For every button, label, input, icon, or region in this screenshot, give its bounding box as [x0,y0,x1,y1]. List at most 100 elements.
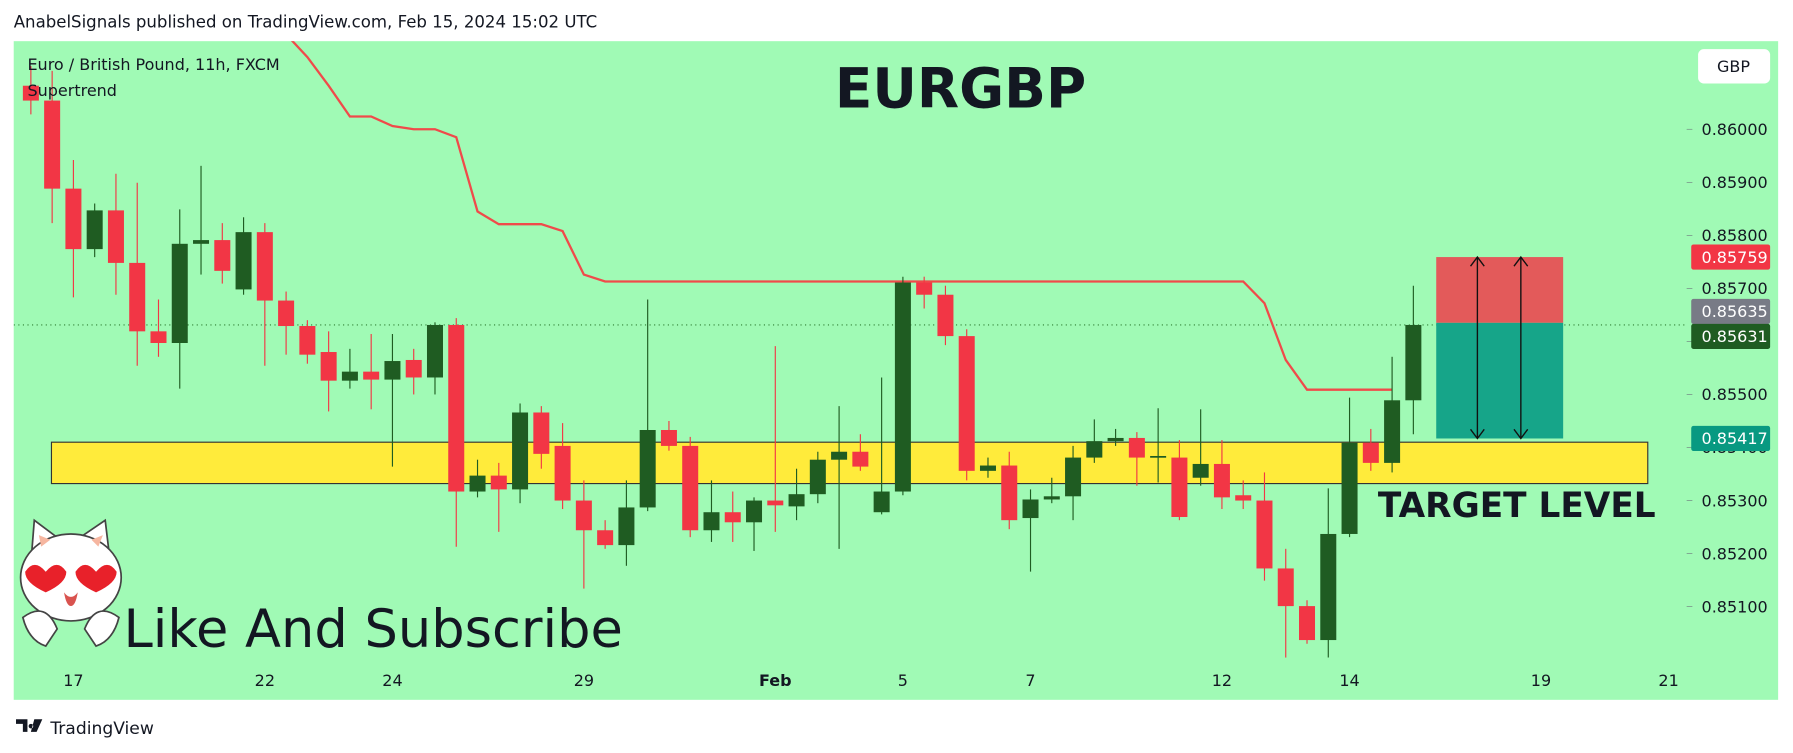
cat-sticker [19,518,123,648]
candle-body [1001,465,1018,521]
candle-body [448,324,465,492]
y-tick-label: 0.85500 [1702,385,1768,404]
candle-body [575,500,592,531]
y-tick-label: 0.85900 [1702,173,1768,192]
y-tick-label: 0.85300 [1702,491,1768,510]
price-badge [1691,244,1771,270]
arrow-head [1513,428,1529,440]
price-badge [1691,323,1771,349]
candle-body [1171,457,1188,517]
candle-body [1384,400,1401,463]
candle-body [235,232,252,290]
candle-body [44,100,61,189]
x-tick-label: 21 [1658,671,1678,690]
x-tick-label: Feb [759,671,792,690]
price-badge-label: 0.85635 [1702,302,1768,321]
candle-body [193,240,210,244]
arrow-head [1469,255,1485,267]
price-badge-label: 0.85417 [1702,429,1768,448]
candle-body [405,359,422,378]
candle-body [1256,500,1273,569]
candle-body [512,412,529,490]
candle-body [299,326,316,355]
candle-body [1213,463,1230,498]
candle-body [129,262,146,332]
price-badge-label: 0.85631 [1702,327,1768,346]
candle-body [363,371,380,380]
candle-body [724,512,741,523]
candle-body [1043,496,1060,500]
candle-body [1277,568,1294,607]
candle-body [746,500,763,523]
footer-brand: TradingView [49,719,154,739]
candle-body [916,282,933,295]
target-annotation: TARGET LEVEL [1378,486,1656,526]
candle-body [682,445,699,531]
candle-body [320,352,337,381]
candle-body [341,371,358,381]
arrow-head [1469,428,1485,440]
candle-body [788,494,805,507]
supertrend-line [290,41,1393,391]
cta-annotation: Like And Subscribe [123,599,622,660]
plot-layer [13,41,1687,658]
y-tick-label: 0.85100 [1702,597,1768,616]
x-tick-label: 29 [574,671,594,690]
candle-body [469,475,486,492]
candle-body [958,336,975,471]
currency-label: GBP [1717,57,1750,76]
candle-body [150,331,167,344]
candle-body [618,507,635,546]
candle-body [894,282,911,492]
candle-body [639,429,656,508]
candle-body [1299,606,1316,641]
price-badge-label: 0.85759 [1702,248,1768,267]
candle-body [767,500,784,506]
zone-layer [50,441,1649,485]
candle-body [384,361,401,380]
candle-body [831,451,848,460]
y-tick-label: 0.85800 [1702,226,1768,245]
candle-body [1065,457,1082,497]
candle-body [660,429,677,446]
candle-body [22,85,39,101]
position-risk [1436,257,1564,323]
candle-body [278,300,295,327]
candle-body [426,324,443,378]
tradingview-logo [16,719,43,732]
candle-body [703,512,720,531]
y-tick-label: 0.85200 [1702,544,1768,563]
header: AnabelSignals published on TradingView.c… [14,12,597,31]
candle-body [979,465,996,471]
candle-body [873,491,890,513]
candle-body [65,188,82,250]
candle-body [1235,495,1252,501]
price-badge [1691,425,1771,452]
candle-body [554,445,571,501]
candle-body [852,451,869,467]
y-tick-label: 0.86000 [1702,120,1768,139]
overlay-layer: 0.851000.852000.853000.854000.855000.856… [63,120,1771,690]
candle-body [214,240,231,271]
price-badge [1691,298,1771,324]
candle-body [1405,324,1422,401]
candle-body [809,459,826,495]
candle-body [171,243,188,344]
x-tick-label: 14 [1339,671,1359,690]
y-tick-label: 0.85700 [1702,279,1768,298]
candle-body [937,294,954,337]
chart-title: EURGBP [835,56,1086,120]
candle-body [1086,441,1103,458]
candle-body [1362,442,1379,463]
currency-button[interactable] [1698,49,1771,84]
candle-body [1192,463,1209,478]
candle-body [107,210,124,263]
x-tick-label: 24 [382,671,402,690]
x-tick-label: 12 [1212,671,1232,690]
candle-body [86,210,103,250]
candle-body [1128,437,1145,458]
candle-body [1107,437,1124,442]
candle-body [1022,499,1039,519]
